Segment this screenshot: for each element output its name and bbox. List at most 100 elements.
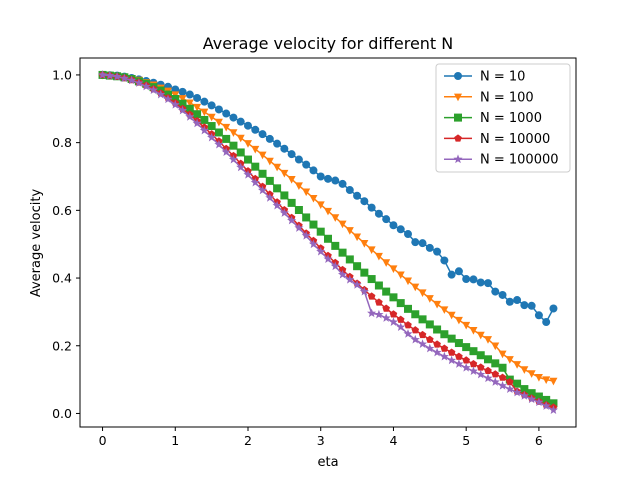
legend-entry-1: N = 10 <box>444 70 525 85</box>
series-4-point <box>462 356 470 364</box>
series-2-point <box>425 295 434 303</box>
y-tick-label: 0.6 <box>52 203 72 218</box>
x-tick-label: 5 <box>462 433 470 448</box>
series-3-point <box>367 275 376 284</box>
series-1-point <box>280 144 289 153</box>
series-5-point <box>221 147 231 156</box>
series-2-point <box>433 300 442 309</box>
series-3-point <box>425 320 434 329</box>
series-1-point <box>498 290 507 299</box>
series-4-point <box>440 344 449 352</box>
legend: N = 10 N = 100 N = 1000 N = 10000 N = 100000 <box>435 63 571 173</box>
series-5-point <box>308 239 319 249</box>
series-4-point <box>404 321 412 329</box>
series-5-point <box>388 317 399 326</box>
series-3-point <box>171 94 180 103</box>
series-1-point <box>287 150 296 159</box>
series-5-point <box>367 308 377 318</box>
series-1-point <box>374 209 383 218</box>
series-4-point <box>455 352 463 360</box>
series-2-point <box>476 331 485 340</box>
series-4-point <box>411 326 420 334</box>
series-5-point <box>345 274 355 284</box>
series-4-point <box>469 360 478 368</box>
series-5-point <box>294 223 304 232</box>
series-3-point <box>498 363 507 372</box>
y-tick-label: 0.2 <box>52 338 72 353</box>
series-5 <box>97 70 559 414</box>
series-5-point <box>534 397 544 407</box>
series-3-point <box>207 122 216 131</box>
series-3-point <box>396 299 405 308</box>
series-4-point <box>367 292 376 300</box>
series-3-point <box>454 339 463 348</box>
series-3-point <box>411 310 420 319</box>
series-5-point <box>119 73 129 83</box>
series-1-point <box>367 203 376 212</box>
series-5-point <box>156 89 166 99</box>
series-2-point <box>302 188 311 197</box>
series-5-point <box>468 366 479 376</box>
series-1-point <box>207 101 216 110</box>
series-3-point <box>302 213 311 222</box>
series-5-point <box>316 246 326 256</box>
series-3-point <box>229 141 238 150</box>
series-1-point <box>273 139 282 148</box>
series-4-point <box>382 304 390 312</box>
series-5-point <box>505 384 515 393</box>
series-1-point <box>454 267 463 276</box>
series-3-point <box>440 330 449 339</box>
legend-box <box>435 63 571 173</box>
series-5-point <box>396 322 406 332</box>
series-1-point <box>462 275 471 284</box>
series-2-point <box>331 214 340 222</box>
series-1-point <box>433 247 442 256</box>
series-3-point <box>287 198 296 207</box>
y-tick-label: 0.4 <box>52 271 72 286</box>
series-3-point <box>433 325 442 334</box>
series-5-point <box>163 94 173 104</box>
series-2-point <box>484 336 492 344</box>
series-5-point <box>527 394 537 404</box>
series-1-point <box>520 301 529 310</box>
series-2-point <box>338 220 347 229</box>
series-4-point <box>418 330 427 339</box>
series-5-point <box>272 200 282 210</box>
series-2-point <box>396 271 405 280</box>
series-5-point <box>330 261 340 271</box>
series-5-point <box>432 347 442 357</box>
series-5-point <box>141 81 151 91</box>
series-5-point <box>381 313 391 322</box>
series-3-point <box>374 281 383 290</box>
series-2-point <box>520 366 529 374</box>
series-4-point <box>375 298 383 306</box>
series-1-point <box>476 278 485 287</box>
series-1-point <box>338 179 347 188</box>
series-2-point <box>244 140 252 148</box>
series-2-point <box>222 123 231 132</box>
series-2-point <box>418 289 427 298</box>
series-3-point <box>389 293 398 302</box>
series-3-point <box>382 287 391 296</box>
series-5-point <box>454 359 464 368</box>
series-3-point <box>251 162 260 171</box>
y-axis-label: Average velocity <box>29 189 44 298</box>
legend-marker <box>454 93 462 102</box>
series-1-point <box>324 174 332 183</box>
series-2-point <box>200 108 209 117</box>
axes: 0 1 2 3 4 5 6 0.0 0.2 0.4 0.6 0.8 1.0 <box>52 57 577 448</box>
series-5-point <box>425 343 435 353</box>
y-tick-label: 1.0 <box>52 67 72 82</box>
series-1-point <box>484 279 492 288</box>
series-5-point <box>417 339 428 348</box>
series-4-point <box>396 315 405 323</box>
legend-label: N = 10000 <box>480 132 550 147</box>
series-2-point <box>454 316 463 325</box>
legend-entry-5: N = 100000 <box>444 153 559 168</box>
legend-marker <box>453 154 463 164</box>
series-4-point <box>506 377 514 386</box>
series-1-point <box>418 239 427 248</box>
series-1-point <box>360 197 369 206</box>
